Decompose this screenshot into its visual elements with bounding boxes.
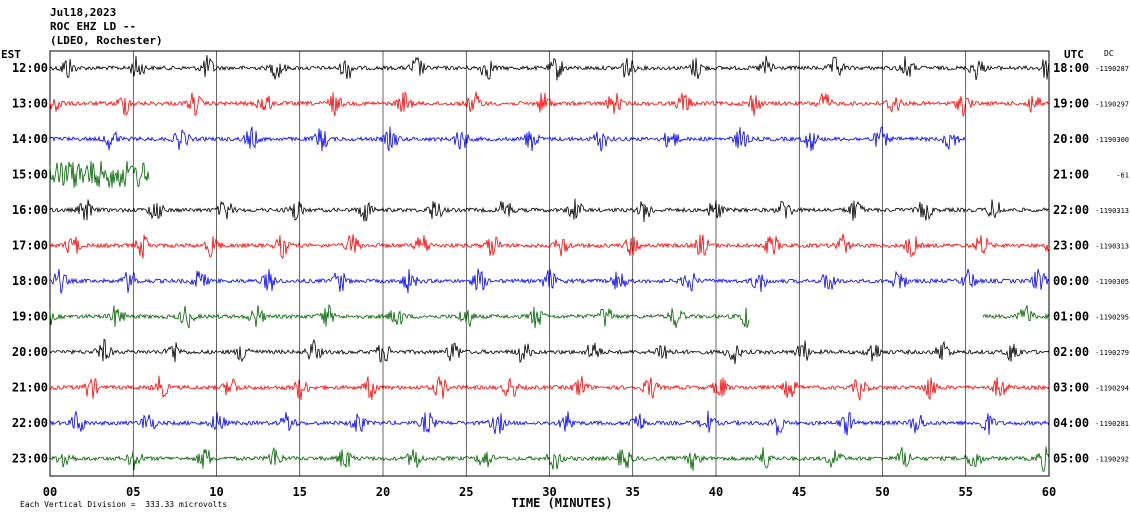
dc-offset-label: -1190313 (1095, 243, 1129, 251)
utc-hour-label: 05:00 (1053, 452, 1089, 466)
dc-offset-label: -1190292 (1095, 456, 1129, 464)
trace-line (49, 375, 1050, 402)
dc-offset-label: -1190287 (1095, 65, 1129, 73)
trace-line (49, 268, 1050, 294)
est-hour-label: 17:00 (12, 239, 48, 253)
dc-label: DC (1104, 49, 1114, 58)
dc-offset-label: -1190305 (1095, 278, 1129, 286)
est-hour-label: 20:00 (12, 345, 48, 359)
left-timezone-label: EST (1, 48, 21, 61)
est-hour-label: 22:00 (12, 416, 48, 430)
x-tick-label: 50 (875, 485, 889, 499)
trace-line (49, 303, 1050, 329)
x-tick-label: 30 (542, 485, 556, 499)
utc-hour-label: 18:00 (1053, 61, 1089, 75)
dc-offset-label: -1190295 (1095, 314, 1129, 322)
dc-offset-label: -61 (1116, 172, 1129, 180)
trace-line (49, 233, 1050, 259)
trace-line (49, 446, 1050, 472)
x-tick-label: 60 (1042, 485, 1056, 499)
utc-hour-label: 00:00 (1053, 274, 1089, 288)
est-hour-label: 21:00 (12, 381, 48, 395)
utc-hour-label: 03:00 (1053, 381, 1089, 395)
trace-line (49, 55, 1050, 81)
est-hour-label: 12:00 (12, 61, 48, 75)
utc-hour-label: 01:00 (1053, 310, 1089, 324)
x-tick-label: 20 (376, 485, 390, 499)
utc-hour-label: 19:00 (1053, 97, 1089, 111)
x-axis-label: TIME (MINUTES) (511, 496, 612, 510)
utc-hour-label: 20:00 (1053, 132, 1089, 146)
right-timezone-label: UTC (1064, 48, 1084, 61)
trace-line (49, 91, 1050, 117)
utc-hour-label: 21:00 (1053, 168, 1089, 182)
est-hour-label: 15:00 (12, 168, 48, 182)
dc-offset-label: -1190313 (1095, 207, 1129, 215)
trace-line (49, 160, 150, 188)
header-station: ROC EHZ LD -- (50, 20, 137, 33)
trace-line (49, 126, 966, 152)
est-hour-label: 23:00 (12, 452, 48, 466)
dc-offset-label: -1190294 (1095, 385, 1129, 393)
x-tick-label: 05 (126, 485, 140, 499)
est-hour-label: 16:00 (12, 203, 48, 217)
est-hour-label: 18:00 (12, 274, 48, 288)
trace-line (49, 338, 1050, 365)
x-tick-label: 25 (459, 485, 473, 499)
est-hour-label: 14:00 (12, 132, 48, 146)
x-tick-label: 10 (209, 485, 223, 499)
dc-offset-label: -1190281 (1095, 420, 1129, 428)
x-tick-label: 45 (792, 485, 806, 499)
header-date: Jul18,2023 (50, 6, 117, 19)
utc-hour-label: 22:00 (1053, 203, 1089, 217)
dc-offset-label: -1190297 (1095, 101, 1129, 109)
x-tick-label: 40 (709, 485, 723, 499)
utc-hour-label: 23:00 (1053, 239, 1089, 253)
utc-hour-label: 04:00 (1053, 416, 1089, 430)
dc-offset-label: -1190279 (1095, 349, 1129, 357)
est-hour-label: 19:00 (12, 310, 48, 324)
utc-hour-label: 02:00 (1053, 345, 1089, 359)
est-hour-label: 13:00 (12, 97, 48, 111)
x-tick-label: 35 (626, 485, 640, 499)
x-tick-label: 00 (43, 485, 57, 499)
x-tick-label: 15 (293, 485, 307, 499)
trace-line (49, 198, 1050, 223)
trace-line (49, 410, 1050, 436)
header-network: (LDEO, Rochester) (50, 34, 163, 47)
x-tick-label: 55 (959, 485, 973, 499)
dc-offset-label: -1190300 (1095, 136, 1129, 144)
scale-footnote: Each Vertical Division = 333.33 microvol… (20, 500, 228, 509)
